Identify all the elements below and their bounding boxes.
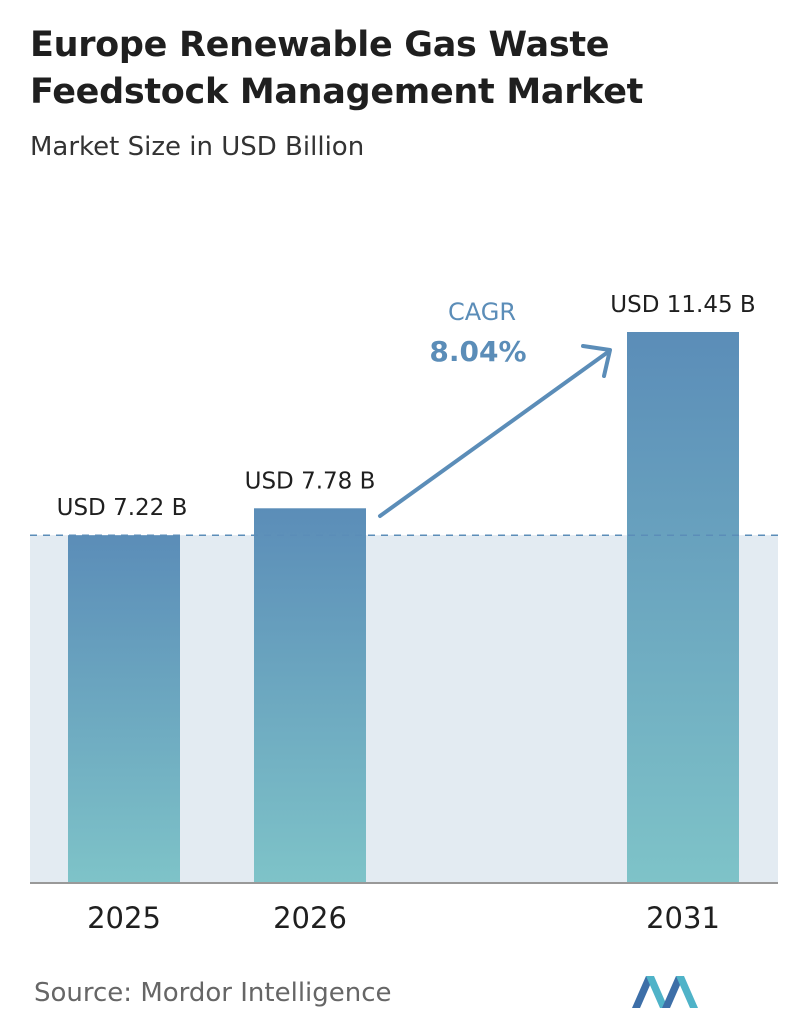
cagr-value: 8.04% [429,335,526,368]
source-note: Source: Mordor Intelligence [34,978,392,1008]
data-label-2025: USD 7.22 B [57,495,188,521]
x-tick-label-2026: 2026 [273,901,347,935]
cagr-arrow-head [581,344,612,378]
mordor-intelligence-logo [632,976,698,1008]
cagr-arrow-line [378,350,610,518]
bar-2031 [627,332,739,882]
x-tick-label-2025: 2025 [87,901,161,935]
data-label-2031: USD 11.45 B [610,292,755,318]
bar-2026 [254,508,366,882]
data-label-2026: USD 7.78 B [245,468,376,494]
x-tick-label-2031: 2031 [646,901,720,935]
bar-2025 [68,535,180,882]
chart-subtitle: Market Size in USD Billion [30,132,365,162]
chart-title: Europe Renewable Gas Waste Feedstock Man… [30,25,644,112]
cagr-label: CAGR [448,298,516,326]
